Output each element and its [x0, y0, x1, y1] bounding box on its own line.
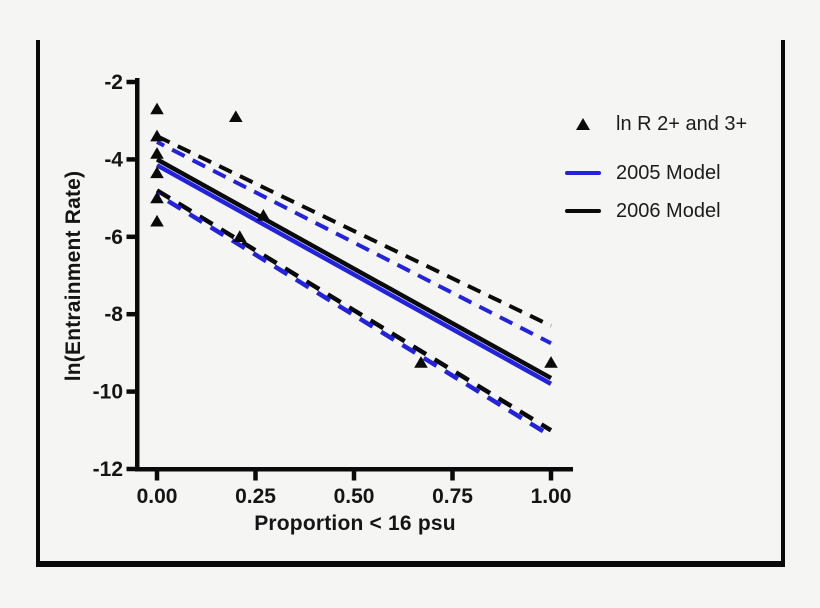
scatter-point: [150, 147, 164, 159]
y-tick-label: -8: [104, 303, 123, 326]
x-tick: [253, 471, 258, 481]
x-tick: [548, 471, 554, 481]
legend-entry-2005-model: 2005 Model: [564, 161, 721, 185]
x-axis-title: Proportion < 16 psu: [254, 512, 456, 535]
y-tick-label: -4: [104, 148, 123, 171]
fit-line-2006-model: [155, 157, 553, 381]
legend-label-scatter: ln R 2+ and 3+: [616, 112, 748, 135]
y-tick-label: -10: [93, 381, 123, 404]
y-tick-label: -12: [93, 458, 123, 481]
figure-border-right: [781, 40, 785, 567]
y-tick-label: -6: [104, 226, 123, 249]
triangle-marker-icon: [576, 118, 590, 130]
scatter-point: [150, 214, 164, 227]
x-tick-label: 0.00: [137, 485, 178, 508]
line-swatch-2005-icon: [565, 171, 601, 175]
ci-upper-2006-model: [156, 134, 552, 328]
x-tick-label: 0.25: [235, 485, 276, 508]
x-tick-label: 0.75: [432, 485, 473, 508]
x-tick-label: 0.50: [334, 485, 375, 508]
scatter-point: [150, 129, 164, 142]
x-tick: [450, 471, 455, 481]
scatter-point: [150, 191, 164, 204]
x-tick: [154, 471, 160, 481]
x-tick: [351, 471, 357, 481]
ci-lower-2005-model: [155, 192, 553, 439]
scatter-point: [150, 102, 164, 115]
y-tick: [126, 79, 135, 85]
y-tick: [126, 466, 135, 472]
y-tick-label: -2: [104, 71, 123, 94]
y-tick: [126, 157, 135, 162]
scatter-point: [414, 356, 428, 368]
line-swatch-2006-icon: [565, 209, 601, 213]
y-axis-title: ln(Entrainment Rate): [62, 170, 85, 382]
figure-border-bottom: [36, 561, 785, 567]
y-tick: [126, 311, 135, 317]
y-tick: [126, 389, 135, 394]
x-axis-line: [135, 467, 573, 472]
scatter-point: [232, 230, 247, 242]
x-tick-label: 1.00: [531, 485, 572, 508]
ci-upper-2005-model: [156, 140, 552, 346]
y-axis-line: [135, 78, 140, 471]
scatter-point: [150, 166, 164, 179]
scatter-point: [256, 209, 271, 221]
y-tick: [126, 234, 135, 240]
scatter-point: [229, 110, 243, 123]
legend-entry-2006-model: 2006 Model: [564, 199, 721, 223]
legend-label-2006-model: 2006 Model: [616, 199, 721, 222]
legend-label-2005-model: 2005 Model: [616, 161, 721, 184]
ci-lower-2006-model: [155, 188, 553, 433]
figure-border-left: [36, 40, 40, 567]
scatter-point: [544, 356, 558, 368]
fit-line-2005-model: [155, 163, 553, 386]
legend-entry-scatter: ln R 2+ and 3+: [564, 112, 747, 136]
